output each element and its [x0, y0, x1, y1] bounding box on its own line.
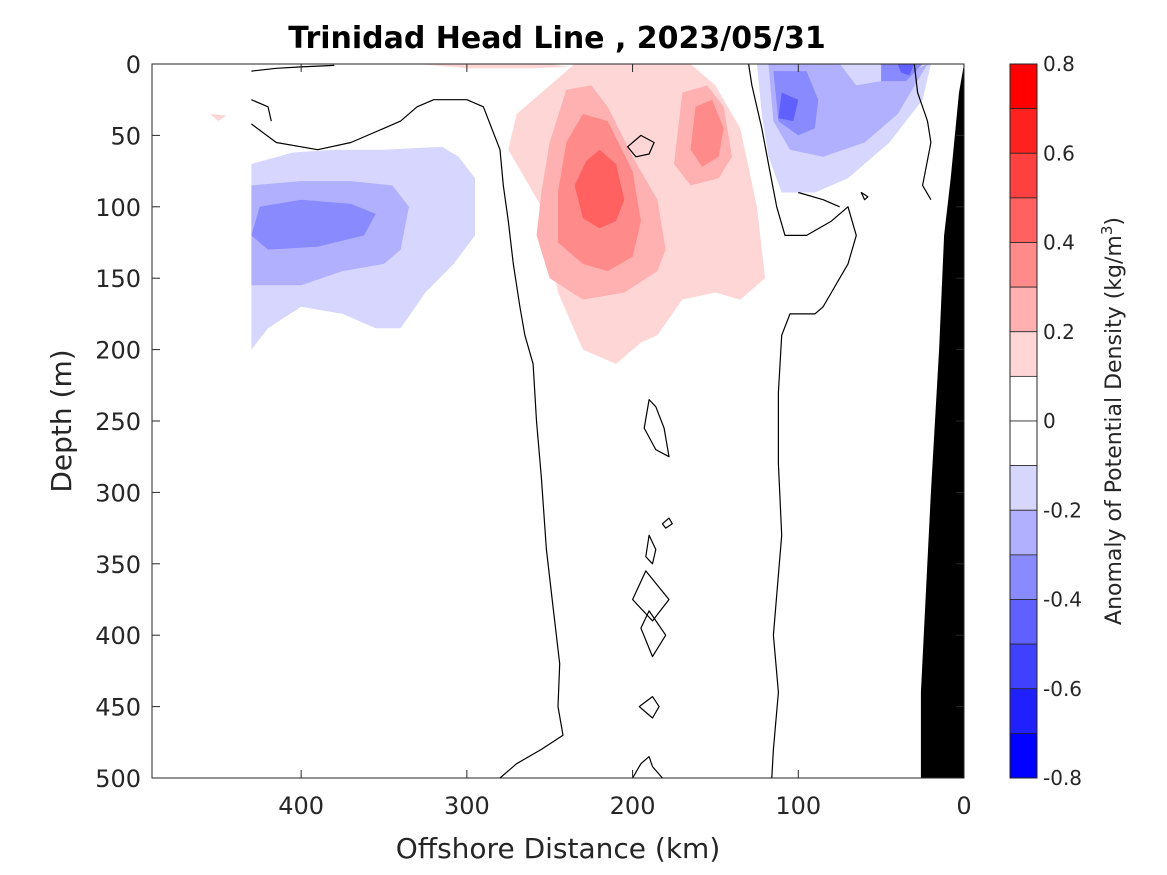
- zero-contour-layer: [251, 63, 932, 779]
- contour-west-shallow-left: [251, 99, 272, 122]
- contour-east-lower: [798, 191, 840, 208]
- colorbar-tick-label: 0.2: [1043, 320, 1075, 344]
- y-tick-label: 200: [95, 337, 141, 365]
- contour-blob-250: [643, 399, 670, 458]
- contour-small-92: [860, 191, 869, 201]
- colorbar-tick-label: 0.4: [1043, 231, 1075, 255]
- colorbar-frame: [1009, 63, 1038, 779]
- contour-west-surface: [251, 64, 335, 72]
- region-pink-surface-strip: [417, 64, 570, 69]
- y-tick-label: 0: [126, 51, 141, 79]
- colorbar-label-superscript: 3: [1098, 226, 1116, 236]
- region-blue-east-core-b: [897, 64, 915, 76]
- land-mask: [920, 64, 964, 778]
- contour-blob-325: [661, 517, 673, 529]
- y-tick-label: 50: [110, 122, 141, 150]
- colorbar: 0.8 0.6 0.4 0.2 0 -0.2 -0.4 -0.6 -0.8 Anomaly of…: [1009, 52, 1127, 790]
- contour-blob-450: [638, 695, 660, 719]
- chart-title: Trinidad Head Line , 2023/05/31: [288, 21, 825, 56]
- contour-blob-490: [632, 755, 663, 779]
- contour-blob-340: [645, 534, 657, 565]
- y-tick-label: 450: [95, 694, 141, 722]
- x-tick-label: 300: [444, 792, 490, 820]
- plot-area: [151, 63, 965, 779]
- contour-fill-layer: [210, 64, 931, 364]
- contour-blob-370: [631, 570, 670, 622]
- region-pink-small-patch: [210, 114, 227, 122]
- colorbar-label: Anomaly of Potential Density (kg/m3): [1098, 217, 1127, 625]
- contour-blob-60: [626, 134, 655, 158]
- colorbar-tick-label: 0.8: [1043, 52, 1075, 76]
- y-axis-label: Depth (m): [45, 349, 78, 492]
- x-tick-label: 200: [610, 792, 656, 820]
- contour-east-main: [748, 63, 857, 779]
- region-pink-band-3-east: [690, 99, 724, 167]
- y-tick-label: 500: [95, 765, 141, 793]
- colorbar-band: [1009, 688, 1038, 734]
- y-tick-label: 300: [95, 479, 141, 507]
- y-tick-label: 250: [95, 408, 141, 436]
- region-blue-east-core: [778, 92, 799, 122]
- colorbar-band: [1009, 599, 1038, 645]
- colorbar-ticks: 0.8 0.6 0.4 0.2 0 -0.2 -0.4 -0.6 -0.8: [1043, 52, 1082, 790]
- land-mask-layer: [920, 64, 964, 778]
- colorbar-label-end: ): [1102, 217, 1127, 226]
- y-axis: 0 50 100 150 200 250 300 350 400 450 500: [95, 51, 964, 793]
- x-tick-label: 400: [278, 792, 324, 820]
- colorbar-band: [1009, 643, 1038, 690]
- y-tick-label: 350: [95, 551, 141, 579]
- colorbar-bands: [1009, 63, 1038, 779]
- colorbar-band: [1009, 197, 1038, 243]
- x-tick-label: 100: [775, 792, 821, 820]
- colorbar-tick-label: -0.4: [1043, 588, 1082, 612]
- colorbar-tick-label: 0.6: [1043, 141, 1075, 165]
- colorbar-band: [1009, 465, 1038, 511]
- colorbar-band: [1009, 331, 1038, 377]
- colorbar-tick-label: -0.2: [1043, 498, 1082, 522]
- y-tick-label: 150: [95, 265, 141, 293]
- region-red-core: [574, 149, 625, 229]
- colorbar-band: [1009, 242, 1038, 288]
- contour-east-coast: [913, 63, 932, 201]
- y-tick-label: 100: [95, 194, 141, 222]
- x-axis-label: Offshore Distance (km): [396, 832, 721, 865]
- colorbar-band: [1009, 509, 1038, 556]
- colorbar-tick-label: -0.8: [1043, 766, 1082, 790]
- colorbar-band: [1009, 63, 1038, 110]
- colorbar-tick-label: -0.6: [1043, 677, 1082, 701]
- colorbar-label-main: Anomaly of Potential Density (kg/m: [1102, 235, 1127, 625]
- x-tick-label: 0: [956, 792, 971, 820]
- colorbar-band: [1009, 152, 1038, 199]
- colorbar-band: [1009, 375, 1038, 422]
- contour-blob-400: [640, 610, 667, 658]
- colorbar-band: [1009, 108, 1038, 154]
- y-tick-label: 400: [95, 622, 141, 650]
- colorbar-band: [1009, 732, 1038, 779]
- colorbar-band: [1009, 554, 1038, 600]
- colorbar-tick-label: 0: [1043, 409, 1056, 433]
- contour-west-shallow: [251, 99, 564, 779]
- region-blue-west-core: [251, 199, 376, 250]
- colorbar-band: [1009, 286, 1038, 333]
- x-axis: 400 300 200 100 0: [278, 64, 972, 820]
- colorbar-band: [1009, 420, 1038, 467]
